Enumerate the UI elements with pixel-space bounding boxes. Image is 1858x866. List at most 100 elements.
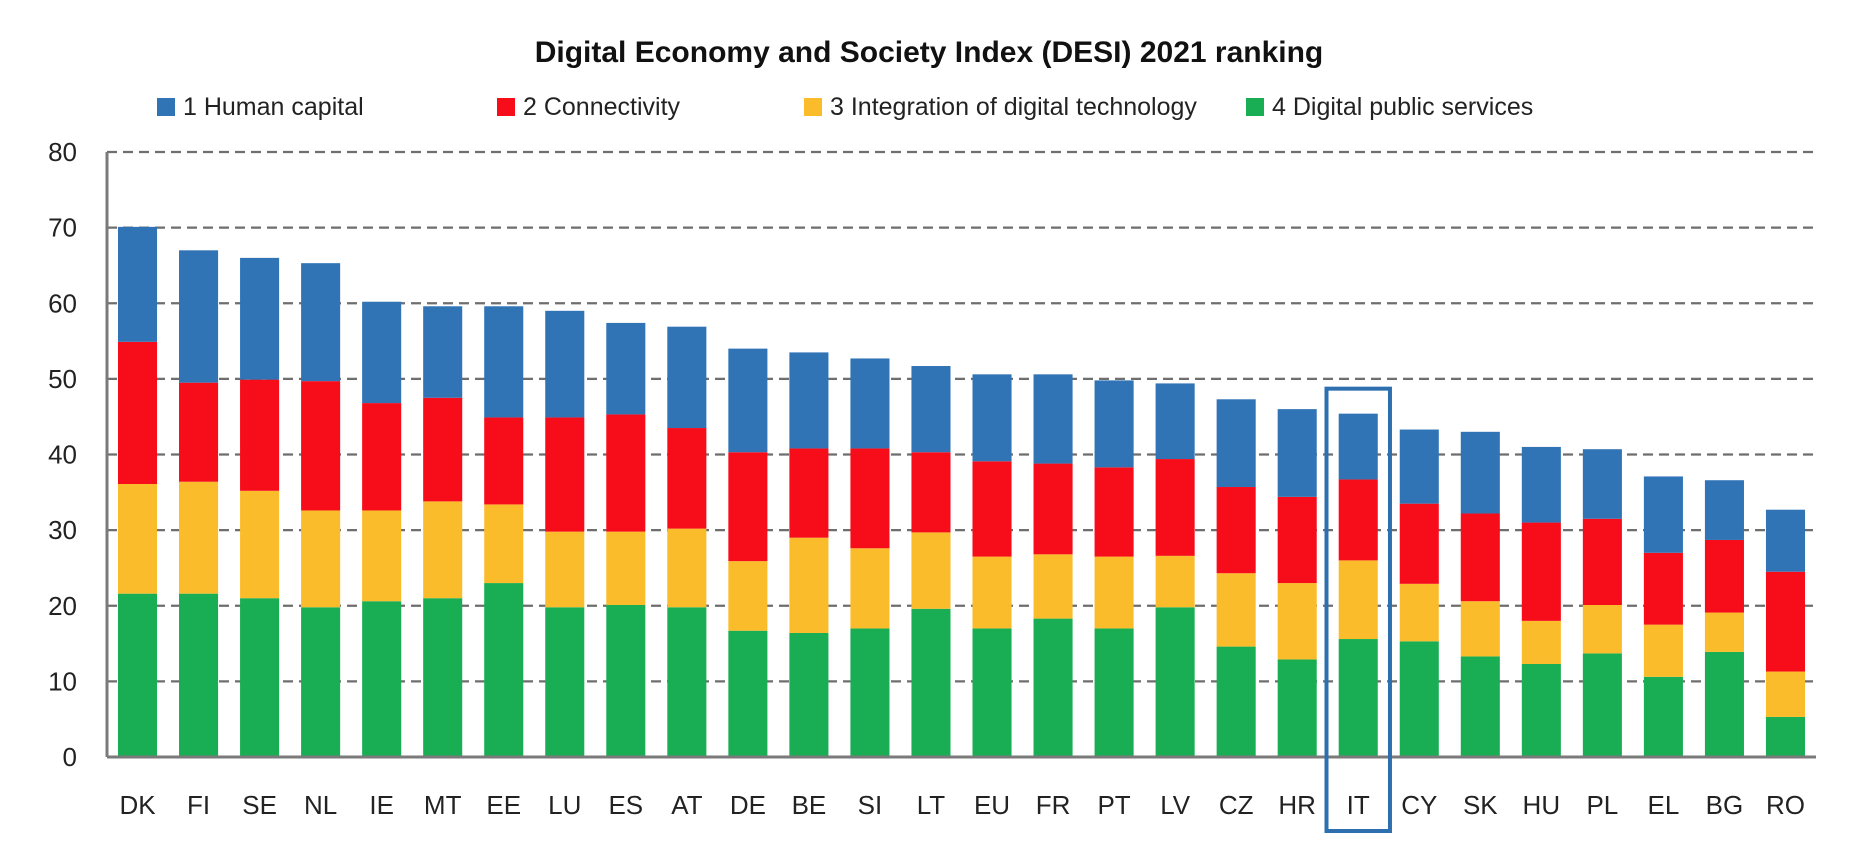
bar-segment xyxy=(1521,663,1561,757)
bar-segment xyxy=(1277,583,1317,660)
bar-segment xyxy=(240,257,280,380)
bar-segment xyxy=(362,510,402,602)
bar-segment xyxy=(1094,556,1134,629)
bar-stack-nl xyxy=(301,263,341,757)
x-tick-label: BE xyxy=(792,790,827,820)
bar-segment xyxy=(179,250,219,383)
x-tick-label: NL xyxy=(304,790,337,820)
bar-segment xyxy=(1765,509,1806,572)
bar-segment xyxy=(301,381,341,511)
legend-label: 3 Integration of digital technology xyxy=(830,93,1197,121)
bar-segment xyxy=(1033,554,1073,619)
bar-segment xyxy=(728,630,768,757)
bar-segment xyxy=(972,628,1012,757)
bar-segment xyxy=(911,366,951,453)
bar-segment xyxy=(179,382,219,482)
bar-stack-de xyxy=(728,348,768,757)
x-tick-label: EE xyxy=(486,790,521,820)
bar-segment xyxy=(1216,399,1256,488)
bar-segment xyxy=(1277,409,1317,497)
y-tick-label: 10 xyxy=(48,666,77,696)
bar-stack-sk xyxy=(1460,431,1500,757)
bar-segment xyxy=(240,598,280,757)
bar-segment xyxy=(1765,671,1806,717)
bar-segment xyxy=(606,531,646,605)
y-tick-label: 70 xyxy=(48,213,77,243)
bar-segment xyxy=(606,414,646,532)
x-tick-label: BG xyxy=(1706,790,1744,820)
x-tick-label: IT xyxy=(1347,790,1370,820)
bar-segment xyxy=(117,593,158,757)
bar-segment xyxy=(1155,607,1195,757)
legend-label: 2 Connectivity xyxy=(523,93,681,121)
bar-segment xyxy=(1521,446,1561,523)
x-tick-label: SK xyxy=(1463,790,1498,820)
y-tick-label: 0 xyxy=(63,742,77,772)
y-tick-label: 50 xyxy=(48,364,77,394)
bar-stack-pt xyxy=(1094,380,1134,757)
bar-segment xyxy=(1460,656,1500,757)
legend-item: 4 Digital public services xyxy=(1246,93,1533,121)
bar-segment xyxy=(1765,571,1806,672)
bar-stack-ro xyxy=(1765,509,1806,757)
bar-segment xyxy=(1399,503,1439,584)
bar-segment xyxy=(1582,518,1622,605)
bar-segment xyxy=(850,548,890,629)
bar-segment xyxy=(1521,620,1561,664)
bar-segment xyxy=(1033,618,1073,757)
bar-stack-pl xyxy=(1582,449,1622,757)
x-tick-label: LT xyxy=(917,790,946,820)
bar-stack-ee xyxy=(484,306,524,757)
legend-item: 2 Connectivity xyxy=(497,93,681,121)
bar-segment xyxy=(1399,641,1439,757)
x-tick-label: MT xyxy=(424,790,462,820)
y-tick-label: 60 xyxy=(48,288,77,318)
bar-segment xyxy=(728,348,768,453)
bar-segment xyxy=(117,226,158,342)
bar-stack-lu xyxy=(545,310,585,757)
bar-segment xyxy=(1765,716,1806,757)
legend-swatch xyxy=(804,98,822,116)
bar-stack-si xyxy=(850,358,890,757)
x-tick-label: IE xyxy=(369,790,394,820)
bar-segment xyxy=(728,452,768,562)
x-tick-label: PT xyxy=(1097,790,1130,820)
bar-segment xyxy=(1521,522,1561,621)
legend-item: 1 Human capital xyxy=(157,93,364,121)
bar-segment xyxy=(301,607,341,757)
bar-segment xyxy=(1643,552,1683,625)
bar-segment xyxy=(972,374,1012,462)
bar-segment xyxy=(423,397,463,502)
bar-segment xyxy=(850,628,890,757)
x-tick-label: RO xyxy=(1766,790,1805,820)
x-tick-label: ES xyxy=(608,790,643,820)
legend-item: 3 Integration of digital technology xyxy=(804,93,1197,121)
bar-stack-cy xyxy=(1399,429,1439,757)
y-tick-label: 30 xyxy=(48,515,77,545)
bar-segment xyxy=(850,358,890,449)
x-tick-label: EL xyxy=(1648,790,1680,820)
legend-label: 4 Digital public services xyxy=(1272,93,1533,121)
bar-stack-hr xyxy=(1277,409,1317,757)
bar-segment xyxy=(545,417,585,532)
x-tick-label: FI xyxy=(187,790,210,820)
bar-segment xyxy=(1094,467,1134,557)
bar-segment xyxy=(362,601,402,757)
bar-stack-eu xyxy=(972,374,1012,757)
chart-title: Digital Economy and Society Index (DESI)… xyxy=(535,36,1324,69)
bar-segment xyxy=(606,604,646,757)
bar-segment xyxy=(1216,646,1256,757)
bar-segment xyxy=(850,448,890,549)
bar-segment xyxy=(1094,628,1134,757)
bar-segment xyxy=(1704,612,1744,652)
x-tick-label: HU xyxy=(1523,790,1561,820)
bar-segment xyxy=(484,504,524,584)
bar-segment xyxy=(911,608,951,757)
x-tick-label: HR xyxy=(1278,790,1316,820)
bar-segment xyxy=(484,583,524,757)
bar-segment xyxy=(484,306,524,418)
x-tick-label: LU xyxy=(548,790,581,820)
bar-segment xyxy=(1338,479,1378,561)
x-tick-label: LV xyxy=(1160,790,1191,820)
